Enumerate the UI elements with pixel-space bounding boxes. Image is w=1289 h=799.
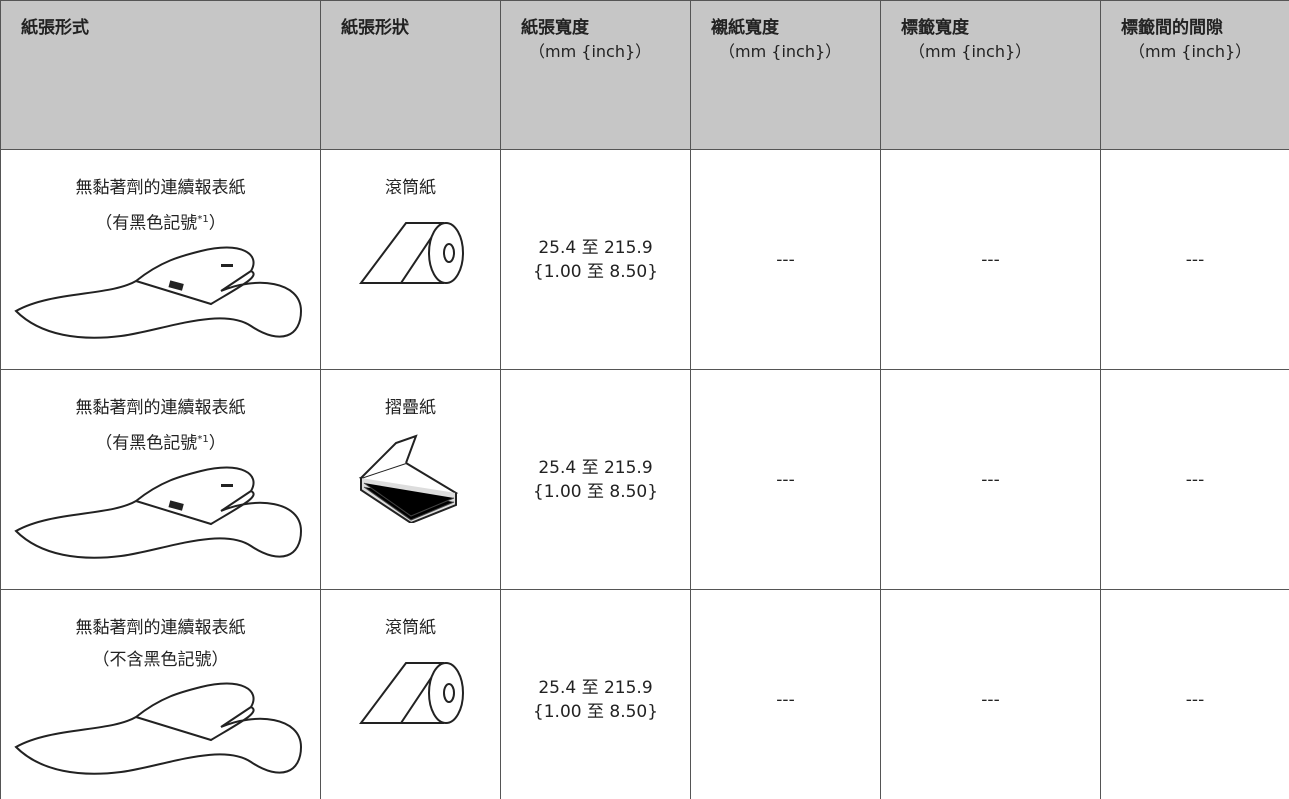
paper-illustration [13,466,302,559]
label-width: --- [880,369,1101,590]
liner-width: --- [690,149,881,370]
header-row: 紙張形式 紙張形狀 紙張寬度 （mm {inch}） 襯紙寬度 （mm {inch}） 標籤… [0,0,1289,150]
header-cell: 標籤間的間隙 （mm {inch}） [1100,0,1289,150]
paper-illustration [13,682,302,775]
shape-cell: 滾筒紙 [320,589,501,799]
shape-name: 滾筒紙 [385,178,436,198]
note-end: ） [208,213,226,234]
header-title: 紙張形狀 [341,18,409,38]
shape-cell: 滾筒紙 [320,149,501,370]
type-name: 無黏著劑的連續報表紙 [75,398,246,418]
label-gap: --- [1100,589,1289,799]
type-cell: 無黏著劑的連續報表紙 （有黑色記號*1） [0,369,321,590]
header-unit: （mm {inch}） [1129,42,1252,61]
table-row: 無黏著劑的連續報表紙 （有黑色記號*1） 滾筒紙 25.4 至 215.9 {1.00 … [0,149,1289,370]
paper-width-cell: 25.4 至 215.9 {1.00 至 8.50} [500,149,691,370]
type-name: 無黏著劑的連續報表紙 [75,178,246,198]
header-unit: （mm {inch}） [719,42,842,61]
shape-name: 摺疊紙 [385,398,436,418]
type-cell: 無黏著劑的連續報表紙 （有黑色記號*1） [0,149,321,370]
liner-width: --- [690,369,881,590]
paper-width: {1.00 至 8.50} [532,261,659,282]
header-title: 襯紙寬度 [711,18,779,38]
paper-width: 25.4 至 215.9 [538,237,653,258]
paper-width: {1.00 至 8.50} [532,701,659,722]
label-gap: --- [1100,149,1289,370]
label-width: --- [880,149,1101,370]
note-text: （有黑色記號 [95,213,198,234]
type-note: （不含黑色記號） [92,650,229,670]
paper-width: 25.4 至 215.9 [538,677,653,698]
table-row: 無黏著劑的連續報表紙 （有黑色記號*1） 摺疊紙 25.4 至 215.9 {1.00 … [0,369,1289,590]
header-title: 標籤寬度 [901,18,969,38]
header-cell: 紙張寬度 （mm {inch}） [500,0,691,150]
roll-illustration [358,222,464,284]
note-end: ） [208,433,226,454]
header-title: 紙張形式 [21,18,89,38]
paper-width-cell: 25.4 至 215.9 {1.00 至 8.50} [500,589,691,799]
type-cell: 無黏著劑的連續報表紙 （不含黑色記號） [0,589,321,799]
header-unit: （mm {inch}） [909,42,1032,61]
note-ref: *1 [197,434,209,445]
note-text: （有黑色記號 [95,433,198,454]
type-name: 無黏著劑的連續報表紙 [75,618,246,638]
header-cell: 紙張形狀 [320,0,501,150]
label-gap: --- [1100,369,1289,590]
type-note: （有黑色記號*1） [1,428,320,456]
fanfold-illustration [358,434,458,525]
roll-illustration [358,662,464,724]
paper-width: {1.00 至 8.50} [532,481,659,502]
header-title: 紙張寬度 [521,18,589,38]
header-title: 標籤間的間隙 [1121,18,1223,38]
table-body: 無黏著劑的連續報表紙 （有黑色記號*1） 滾筒紙 25.4 至 215.9 {1.00 … [0,149,1289,799]
note-ref: *1 [197,214,209,225]
table-row: 無黏著劑的連續報表紙 （不含黑色記號） 滾筒紙 25.4 至 215.9 {1.00 至… [0,589,1289,799]
liner-width: --- [690,589,881,799]
header-unit: （mm {inch}） [529,42,652,61]
shape-cell: 摺疊紙 [320,369,501,590]
paper-illustration [13,246,302,339]
paper-width-cell: 25.4 至 215.9 {1.00 至 8.50} [500,369,691,590]
header-cell: 襯紙寬度 （mm {inch}） [690,0,881,150]
header-cell: 紙張形式 [0,0,321,150]
shape-name: 滾筒紙 [385,618,436,638]
type-note: （有黑色記號*1） [1,208,320,236]
label-width: --- [880,589,1101,799]
header-cell: 標籤寬度 （mm {inch}） [880,0,1101,150]
paper-width: 25.4 至 215.9 [538,457,653,478]
